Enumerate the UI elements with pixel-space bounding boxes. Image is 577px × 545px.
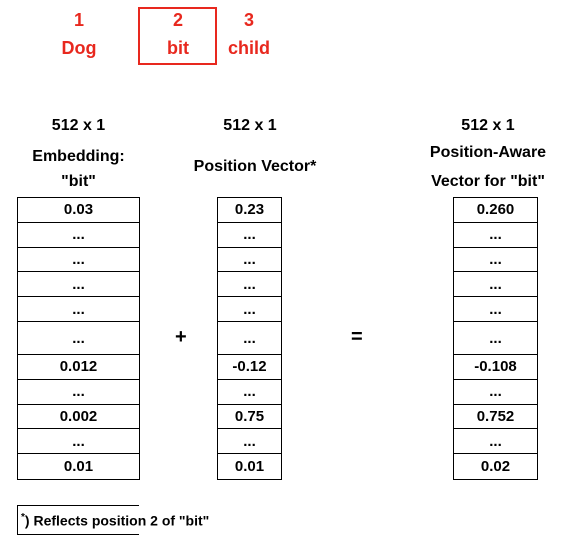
position-cell: ... [218, 322, 281, 355]
position-cell: ... [218, 297, 281, 323]
position-cell: ... [218, 380, 281, 405]
embedding-cell: 0.002 [18, 405, 139, 430]
embedding-cell: ... [18, 223, 139, 248]
embedding-cell: 0.01 [63, 458, 94, 476]
position-dim-label: 512 x 1 [223, 117, 277, 134]
result-cell: 0.260 [454, 198, 537, 223]
result-title-line1: Position-Aware [429, 144, 547, 161]
position-cell: ... [218, 429, 281, 455]
embedding-title-line2: "bit" [61, 173, 96, 190]
footnote-text: ) Reflects position 2 of "bit" [24, 512, 210, 529]
position-cell: 0.23 [218, 198, 281, 223]
embedding-cell: ... [18, 322, 139, 355]
result-cell: ... [454, 272, 537, 298]
embedding-cell: ... [18, 429, 139, 455]
embedding-cell: ... [18, 380, 139, 405]
token-2-highlight-box [138, 7, 217, 65]
token-1-word: Dog [61, 38, 97, 58]
embedding-vector: 0.03............... 0.012... 0.002... 0.01 [17, 197, 140, 480]
token-3-word: child [227, 38, 270, 58]
result-dim-label: 512 x 1 [461, 117, 515, 134]
result-cell: -0.108 [454, 355, 537, 380]
result-cell: ... [454, 297, 537, 323]
plus-operator: + [175, 326, 187, 348]
footnote: *) Reflects position 2 of "bit" [17, 505, 209, 535]
result-cell: ... [454, 429, 537, 455]
position-cell: 0.01 [234, 458, 265, 476]
position-cell: ... [218, 272, 281, 298]
equals-operator: = [351, 326, 363, 348]
token-2-word: bit [167, 38, 189, 58]
result-cell: ... [454, 248, 537, 273]
result-cell: ... [454, 380, 537, 405]
result-vector: 0.260............... -0.108... 0.752... 0.0… [453, 197, 538, 480]
token-2-index: 2 [172, 10, 183, 30]
embedding-cell: ... [18, 248, 139, 273]
position-vector: 0.23............... -0.12... 0.75... 0.01 [217, 197, 282, 480]
embedding-cell: ... [18, 272, 139, 298]
result-cell: 0.752 [454, 405, 537, 430]
result-cell: ... [454, 322, 537, 355]
position-title: Position Vector* [193, 158, 317, 175]
position-cell: 0.75 [218, 405, 281, 430]
embedding-title-line1: Embedding: [32, 148, 125, 165]
footnote-marker: * [21, 512, 25, 523]
result-cell: 0.02 [480, 458, 511, 476]
position-cell: ... [218, 248, 281, 273]
result-cell: ... [454, 223, 537, 248]
token-3-index: 3 [243, 10, 254, 30]
position-cell: ... [218, 223, 281, 248]
embedding-cell: 0.012 [18, 355, 139, 380]
embedding-cell: 0.03 [18, 198, 139, 223]
token-1-index: 1 [73, 10, 84, 30]
embedding-dim-label: 512 x 1 [51, 117, 106, 134]
position-cell: -0.12 [218, 355, 281, 380]
result-title-line2: Vector for "bit" [431, 173, 545, 190]
embedding-cell: ... [18, 297, 139, 323]
